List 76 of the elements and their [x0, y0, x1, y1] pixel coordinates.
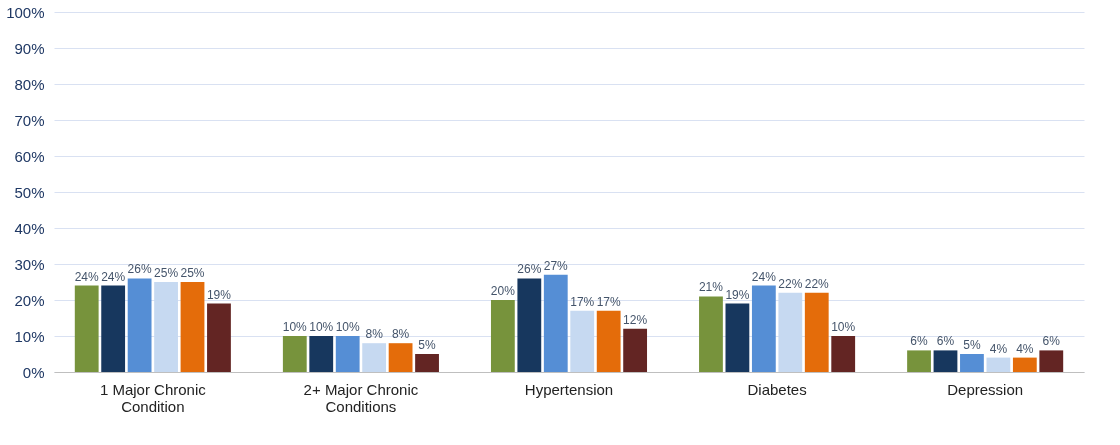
- data-label: 6%: [1042, 334, 1061, 349]
- data-label: 6%: [910, 334, 929, 349]
- y-tick-label: 90%: [14, 39, 45, 57]
- bar: [778, 292, 803, 372]
- data-label: 5%: [418, 338, 437, 352]
- bar: [335, 336, 360, 372]
- data-label: 21%: [698, 280, 724, 295]
- data-label: 24%: [751, 269, 777, 284]
- data-label: 17%: [570, 294, 595, 309]
- x-tick-label: 2+ Major Chronic Conditions: [303, 380, 419, 415]
- bar: [570, 310, 595, 372]
- data-label: 20%: [490, 284, 516, 298]
- bar: [933, 350, 958, 372]
- bar: [282, 336, 307, 372]
- bar: [907, 350, 931, 372]
- bar: [751, 285, 776, 372]
- y-tick-label: 60%: [14, 147, 45, 165]
- data-label: 25%: [180, 266, 205, 280]
- data-label: 10%: [831, 320, 856, 334]
- bar: [831, 336, 856, 372]
- bar: [207, 303, 231, 372]
- data-label: 10%: [309, 320, 334, 334]
- data-label: 19%: [725, 287, 750, 302]
- bar: [490, 300, 515, 372]
- bar: [543, 274, 568, 372]
- y-tick-label: 80%: [14, 75, 45, 93]
- y-tick-label: 10%: [14, 327, 45, 345]
- bar: [388, 343, 413, 372]
- data-label: 17%: [596, 294, 622, 309]
- data-label: 22%: [778, 276, 803, 291]
- data-label: 4%: [1016, 341, 1034, 356]
- data-label: 6%: [936, 334, 955, 349]
- data-label: 26%: [517, 262, 542, 277]
- data-label: 25%: [154, 266, 179, 280]
- x-tick-label: Diabetes: [747, 380, 807, 398]
- bar: [180, 282, 205, 372]
- bar: [623, 328, 648, 372]
- bar: [986, 357, 1011, 372]
- bar: [309, 336, 334, 372]
- y-tick-label: 20%: [14, 291, 45, 309]
- bar: [960, 354, 984, 372]
- bar: [154, 282, 178, 372]
- data-label: 5%: [963, 338, 981, 352]
- data-label: 24%: [101, 269, 126, 284]
- y-tick-label: 40%: [14, 219, 45, 237]
- bar: [699, 296, 723, 372]
- bar: [415, 354, 439, 372]
- data-label: 27%: [543, 258, 569, 273]
- bar: [1039, 350, 1064, 372]
- bar: [804, 292, 829, 372]
- bar: [362, 343, 387, 372]
- bar: [74, 285, 99, 372]
- data-label: 8%: [365, 327, 384, 342]
- bar: [517, 278, 542, 372]
- data-label: 24%: [74, 269, 100, 284]
- data-label: 19%: [206, 287, 232, 302]
- bar: [596, 310, 621, 372]
- y-tick-label: 30%: [14, 255, 45, 273]
- data-label: 12%: [623, 312, 648, 327]
- y-tick-label: 70%: [14, 111, 45, 129]
- data-label: 10%: [282, 320, 308, 334]
- data-label: 4%: [989, 341, 1008, 356]
- data-label: 26%: [127, 262, 152, 277]
- y-tick-label: 0%: [22, 363, 45, 381]
- bar: [725, 303, 750, 372]
- y-tick-label: 50%: [14, 183, 45, 201]
- x-tick-label: Depression: [947, 380, 1024, 398]
- x-tick-label: Hypertension: [524, 380, 614, 398]
- bar: [101, 285, 126, 372]
- data-label: 8%: [391, 327, 410, 342]
- data-label: 22%: [804, 276, 830, 291]
- bar: [1012, 357, 1037, 372]
- data-label: 10%: [335, 320, 361, 334]
- y-tick-label: 100%: [6, 3, 45, 21]
- x-tick-label: 1 Major Chronic Condition: [99, 380, 207, 415]
- bar: [127, 278, 152, 372]
